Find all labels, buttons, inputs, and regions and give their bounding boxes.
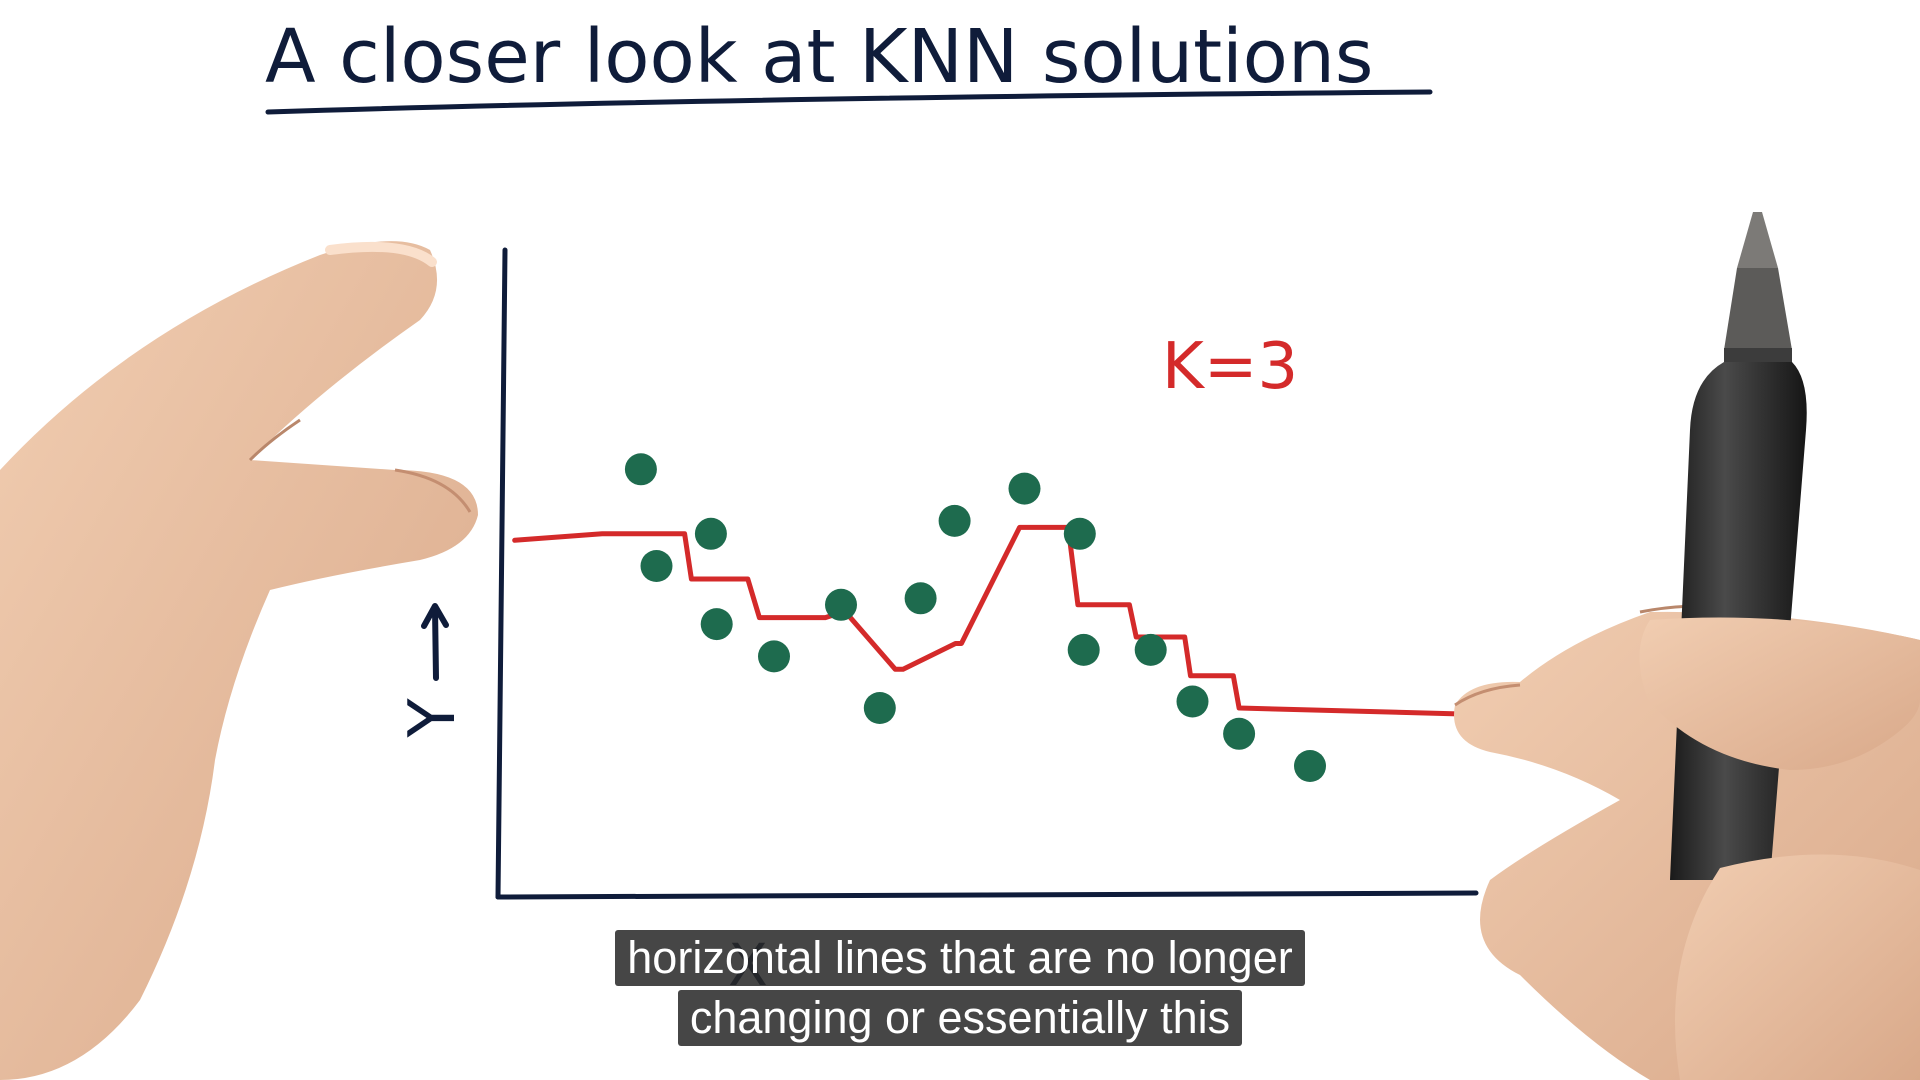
k-annotation: K=3 [1162, 330, 1298, 404]
data-point [1294, 750, 1326, 782]
x-axis [495, 890, 1479, 900]
data-point [624, 453, 657, 486]
knn-line-group [512, 524, 1479, 717]
chart-title: A closer look at KNN solutions [265, 14, 1373, 100]
knn-prediction-line [512, 524, 1479, 717]
y-axis [495, 247, 508, 900]
data-point [700, 608, 733, 641]
y-axis-arrow-icon [421, 603, 449, 681]
caption-line-1: horizontal lines that are no longer [615, 930, 1305, 986]
data-point [1134, 633, 1167, 666]
data-point [1223, 717, 1256, 750]
y-axis-label: Y [396, 698, 470, 739]
data-point [863, 692, 896, 724]
subtitle-caption: horizontal lines that are no longer chan… [0, 930, 1920, 1046]
data-point [640, 550, 673, 582]
data-points-group [624, 453, 1326, 782]
data-point [1067, 633, 1100, 666]
caption-line-2: changing or essentially this [677, 990, 1243, 1046]
data-point [1063, 517, 1096, 550]
data-point [694, 517, 727, 550]
data-point [1008, 472, 1041, 505]
data-point [904, 582, 937, 615]
data-point [825, 588, 857, 621]
data-point [938, 504, 971, 537]
data-point [1176, 685, 1209, 718]
title-underline [265, 89, 1433, 115]
left-hand [0, 241, 478, 1080]
right-hand-fingers [1639, 617, 1920, 1080]
data-point [758, 640, 790, 673]
